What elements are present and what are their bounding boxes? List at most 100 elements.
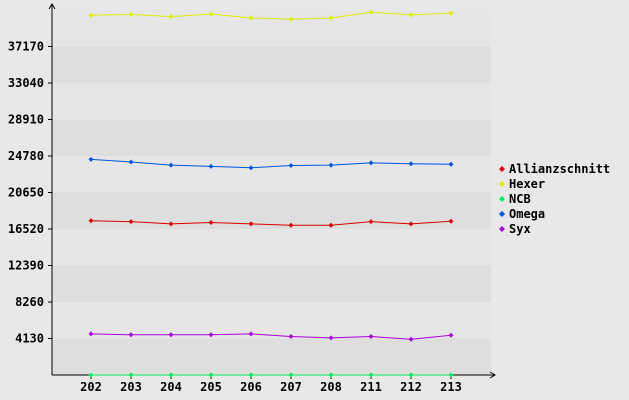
y-tick-label: 24780 — [8, 149, 44, 163]
data-point — [328, 222, 334, 228]
data-point — [208, 372, 214, 378]
series-syx — [88, 331, 454, 342]
grid-band — [52, 119, 491, 156]
y-tick-label: 37170 — [8, 40, 44, 54]
data-point — [368, 160, 374, 166]
x-tick-label: 212 — [400, 380, 422, 394]
legend-label: Omega — [509, 207, 545, 221]
x-tick-label: 206 — [240, 380, 262, 394]
data-point — [408, 336, 414, 342]
data-point — [88, 331, 94, 337]
data-point — [88, 372, 94, 378]
data-point — [128, 372, 134, 378]
legend-marker — [499, 181, 505, 187]
x-axis-tick-labels: 202 203 204 205 206 207 208 211 212 213 — [80, 380, 462, 394]
legend-item: Omega — [499, 207, 545, 221]
legend-item: NCB — [499, 192, 531, 206]
data-point — [288, 334, 294, 340]
data-point — [168, 14, 174, 20]
y-tick-label: 33040 — [8, 76, 44, 90]
data-point — [328, 162, 334, 168]
x-tick-label: 204 — [160, 380, 182, 394]
data-point — [368, 9, 374, 15]
y-axis-arrow — [48, 3, 56, 10]
series-line-omega — [90, 158, 452, 169]
legend-item: Hexer — [499, 177, 545, 191]
data-point — [248, 165, 254, 171]
series-line-allianzschnitt — [90, 220, 452, 226]
series-allianzschnitt — [88, 218, 454, 228]
data-point — [208, 220, 214, 226]
legend-item: Allianzschnitt — [499, 162, 610, 176]
data-point — [208, 332, 214, 338]
data-point — [408, 372, 414, 378]
x-tick-label: 207 — [280, 380, 302, 394]
data-point — [408, 12, 414, 18]
series-line-syx — [90, 333, 452, 340]
legend-item: Syx — [499, 222, 531, 236]
series-line-hexer — [90, 11, 452, 20]
grid-band — [52, 302, 491, 339]
grid-band — [52, 265, 491, 302]
y-tick-label: 4130 — [15, 332, 44, 346]
data-point — [288, 163, 294, 169]
data-point — [408, 221, 414, 227]
x-tick-label: 213 — [440, 380, 462, 394]
y-axis-tick-labels: 4130 8260 12390 16520 20650 24780 28910 33040 37… — [8, 40, 44, 346]
data-point — [368, 372, 374, 378]
data-point — [448, 161, 454, 167]
data-point — [448, 10, 454, 16]
x-tick-label: 208 — [320, 380, 342, 394]
legend-marker — [499, 211, 505, 217]
data-point — [208, 11, 214, 17]
data-point — [328, 15, 334, 21]
y-tick-label: 28910 — [8, 113, 44, 127]
data-point — [288, 16, 294, 22]
data-point — [448, 218, 454, 224]
grid-band — [52, 46, 491, 83]
legend-label: NCB — [509, 192, 531, 206]
legend-label: Hexer — [509, 177, 545, 191]
series-ncb — [88, 372, 454, 378]
data-point — [248, 221, 254, 227]
data-point — [128, 219, 134, 225]
data-point — [288, 372, 294, 378]
data-point — [408, 161, 414, 167]
x-tick-label: 205 — [200, 380, 222, 394]
data-point — [328, 335, 334, 341]
data-point — [168, 162, 174, 168]
x-tick-label: 202 — [80, 380, 102, 394]
data-point — [128, 332, 134, 338]
y-tick-label: 16520 — [8, 222, 44, 236]
data-point — [168, 332, 174, 338]
data-point — [128, 159, 134, 165]
y-tick-label: 12390 — [8, 259, 44, 273]
series-omega — [88, 156, 454, 171]
data-point — [88, 156, 94, 162]
legend-label: Syx — [509, 222, 531, 236]
grid-bands — [52, 10, 491, 375]
data-point — [328, 372, 334, 378]
data-point — [368, 334, 374, 340]
data-point — [88, 218, 94, 224]
y-tick-label: 8260 — [15, 295, 44, 309]
legend-marker — [499, 166, 505, 172]
grid-band — [52, 83, 491, 120]
data-point — [368, 219, 374, 225]
y-tick-label: 20650 — [8, 186, 44, 200]
data-point — [208, 163, 214, 169]
data-point — [128, 11, 134, 17]
data-point — [168, 372, 174, 378]
series-lines — [88, 9, 454, 378]
grid-band — [52, 192, 491, 229]
data-point — [168, 221, 174, 227]
data-point — [248, 15, 254, 21]
data-point — [248, 331, 254, 337]
grid-band — [52, 10, 491, 47]
x-tick-label: 211 — [360, 380, 382, 394]
legend-label: Allianzschnitt — [509, 162, 610, 176]
data-point — [288, 222, 294, 228]
grid-band — [52, 338, 491, 375]
